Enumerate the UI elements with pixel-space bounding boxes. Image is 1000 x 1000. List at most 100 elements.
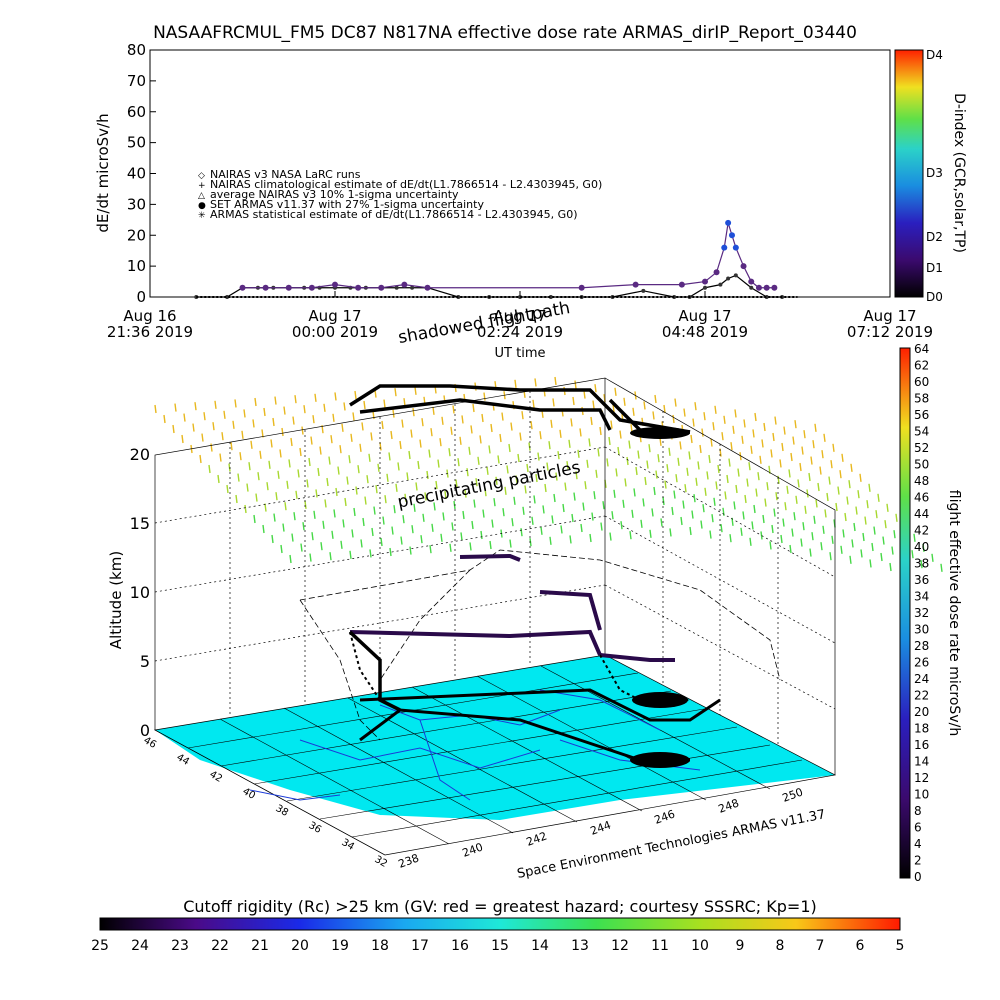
particle-mark xyxy=(441,416,444,425)
particle-mark xyxy=(273,513,276,522)
x-tick-time: 21:36 2019 xyxy=(107,323,193,341)
particle-mark xyxy=(709,530,712,539)
particle-mark xyxy=(721,432,724,441)
x-tick-time: 00:00 2019 xyxy=(292,323,378,341)
particle-mark xyxy=(814,423,817,432)
particle-mark xyxy=(544,483,547,493)
particle-mark xyxy=(480,530,483,540)
dose-tick-label: 10 xyxy=(914,788,929,802)
particle-mark xyxy=(317,467,320,477)
particle-mark xyxy=(744,494,747,504)
particle-mark xyxy=(453,500,456,510)
particle-mark xyxy=(493,498,496,507)
x-tick-day: Aug 17 xyxy=(308,307,361,325)
particle-mark xyxy=(199,454,202,464)
particle-mark xyxy=(940,563,943,572)
longitude-tick-label: 238 xyxy=(397,851,421,870)
particle-mark xyxy=(490,423,493,433)
particle-mark xyxy=(752,429,755,438)
particle-mark xyxy=(452,405,455,414)
dose-tick-label: 20 xyxy=(914,705,929,719)
particle-mark xyxy=(812,440,815,449)
particle-mark xyxy=(602,501,605,510)
particle-mark xyxy=(246,483,249,492)
particle-mark xyxy=(274,396,277,405)
particle-mark xyxy=(514,379,517,388)
particle-mark xyxy=(846,496,849,505)
particle-mark xyxy=(637,450,640,459)
legend-label: SET ARMAS v11.37 with 27% 1-sigma uncert… xyxy=(210,198,484,211)
particle-mark xyxy=(301,426,304,435)
particle-mark xyxy=(546,462,549,471)
particle-mark xyxy=(839,470,842,479)
particle-mark xyxy=(688,451,691,460)
particle-mark xyxy=(437,459,440,468)
particle-mark xyxy=(880,552,883,562)
particle-mark xyxy=(579,428,582,437)
particle-mark xyxy=(630,424,633,433)
altitude-label: Altitude (km) xyxy=(107,551,125,649)
particle-mark xyxy=(553,493,556,503)
particle-mark xyxy=(289,554,292,564)
particle-mark xyxy=(294,395,297,404)
y-tick-label: 30 xyxy=(127,195,146,213)
dose-tick-label: 34 xyxy=(914,590,929,604)
legend-symbol: ◇ xyxy=(198,171,205,181)
particle-mark xyxy=(352,412,355,421)
particle-mark xyxy=(824,509,827,518)
dose-colorbar xyxy=(899,347,911,879)
particle-mark xyxy=(549,536,552,545)
particle-mark xyxy=(815,499,818,508)
particle-mark xyxy=(517,453,520,463)
particle-mark xyxy=(409,546,412,555)
particle-mark xyxy=(679,441,682,450)
particle-mark xyxy=(931,553,934,562)
x-tick-day: Aug 17 xyxy=(493,307,546,325)
particle-mark xyxy=(328,456,331,465)
particle-mark xyxy=(306,479,309,488)
particle-mark xyxy=(557,451,560,460)
particle-mark xyxy=(620,521,623,530)
particle-mark xyxy=(275,492,278,501)
particle-mark xyxy=(884,520,887,529)
particle-mark xyxy=(299,447,302,457)
particle-mark xyxy=(651,508,654,517)
particle-mark xyxy=(212,422,215,431)
series-point xyxy=(713,269,720,276)
particle-mark xyxy=(762,514,765,524)
particle-mark xyxy=(539,431,542,440)
rigidity-tick-label: 7 xyxy=(816,938,825,954)
particle-mark xyxy=(401,419,404,428)
y-tick-label: 10 xyxy=(127,257,146,275)
particle-mark xyxy=(584,481,587,490)
series-point xyxy=(308,284,315,291)
particle-mark xyxy=(502,508,505,517)
particle-mark xyxy=(390,430,393,440)
particle-mark xyxy=(183,413,186,422)
particle-mark xyxy=(491,519,494,528)
dose-tick-label: 46 xyxy=(914,491,929,505)
particle-mark xyxy=(226,484,229,494)
particle-mark xyxy=(333,509,336,518)
particle-mark xyxy=(515,475,518,484)
particle-mark xyxy=(459,436,462,445)
particle-mark xyxy=(712,422,715,431)
d-tick-label: D0 xyxy=(926,290,943,304)
series-point xyxy=(401,281,408,288)
rigidity-tick-label: 10 xyxy=(691,938,709,954)
particle-mark xyxy=(355,486,358,495)
particle-mark xyxy=(600,522,603,531)
particle-mark xyxy=(181,434,184,444)
particle-mark xyxy=(759,455,762,464)
particle-mark xyxy=(560,525,563,534)
particle-mark xyxy=(389,547,392,557)
particle-mark xyxy=(797,479,800,488)
particle-mark xyxy=(511,518,514,527)
dose-tick-label: 58 xyxy=(914,392,929,406)
particle-mark xyxy=(271,534,274,544)
particle-mark xyxy=(849,555,852,564)
series-point xyxy=(749,285,754,290)
particle-mark xyxy=(277,470,280,479)
particle-mark xyxy=(397,462,400,471)
particle-mark xyxy=(770,449,773,458)
